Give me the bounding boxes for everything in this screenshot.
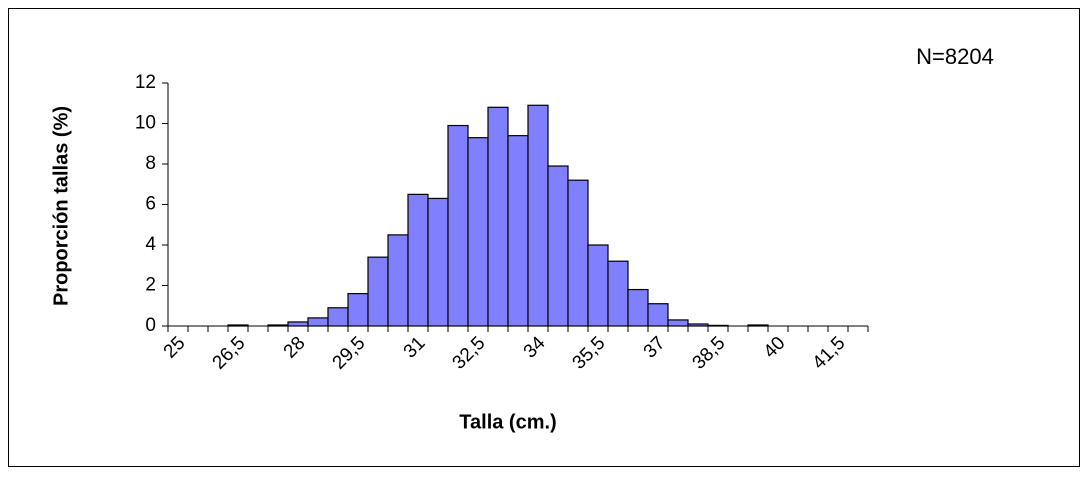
y-axis-title: Proporción tallas (%) xyxy=(50,106,72,306)
bar xyxy=(567,179,589,327)
y-tick-label: 12 xyxy=(135,72,156,93)
bar xyxy=(367,256,389,327)
y-tick-label: 8 xyxy=(145,153,156,174)
bar xyxy=(667,319,689,327)
annotation: N=8204 xyxy=(916,44,994,69)
bar xyxy=(647,303,669,327)
bar xyxy=(407,193,429,327)
bar xyxy=(307,317,329,327)
bar xyxy=(527,104,549,327)
bar xyxy=(327,307,349,327)
bar xyxy=(627,288,649,327)
bar xyxy=(587,244,609,327)
bar xyxy=(447,124,469,327)
y-tick-label: 10 xyxy=(135,113,156,134)
bar xyxy=(507,135,529,327)
y-tick-label: 0 xyxy=(145,315,156,336)
y-tick-label: 2 xyxy=(145,275,156,296)
bar xyxy=(387,234,409,327)
bar xyxy=(287,321,309,327)
y-tick-label: 6 xyxy=(145,194,156,215)
bar xyxy=(467,137,489,327)
bar xyxy=(427,197,449,327)
x-axis-title: Talla (cm.) xyxy=(459,411,556,433)
bar xyxy=(607,260,629,327)
bar xyxy=(347,293,369,327)
bar xyxy=(487,106,509,327)
y-tick-label: 4 xyxy=(145,234,156,255)
bar xyxy=(547,165,569,327)
